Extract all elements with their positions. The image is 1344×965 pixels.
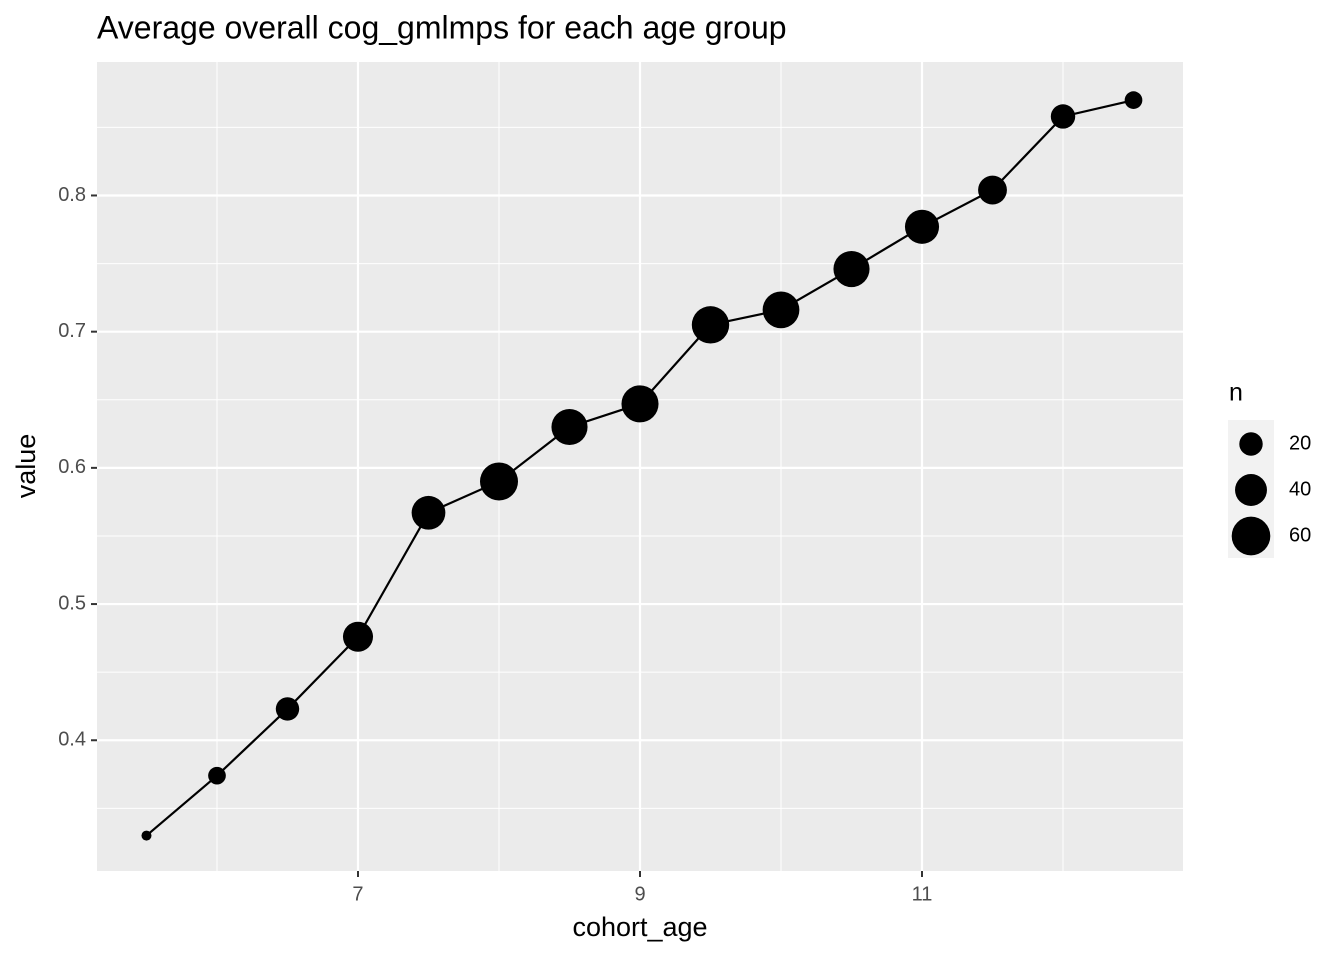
point [621, 385, 659, 423]
point [978, 175, 1007, 205]
y-tick-label: 0.6 [58, 456, 86, 478]
point [691, 306, 730, 344]
legend-label: 20 [1289, 432, 1311, 454]
x-tick-label: 7 [352, 883, 363, 905]
point [141, 830, 152, 841]
point [762, 291, 800, 329]
y-tick-label: 0.7 [58, 320, 86, 342]
x-axis-label: cohort_age [572, 912, 707, 942]
y-axis-label: value [11, 434, 41, 499]
point [342, 621, 374, 652]
chart-title: Average overall cog_gmlmps for each age … [97, 9, 787, 45]
y-tick-label: 0.8 [58, 184, 86, 206]
legend-key [1235, 474, 1267, 506]
point [411, 495, 446, 530]
point [1050, 104, 1076, 129]
point [551, 408, 588, 446]
point [833, 250, 870, 288]
legend-label: 60 [1289, 524, 1311, 546]
y-tick-label: 0.5 [58, 592, 86, 614]
point [479, 462, 519, 501]
legend-key [1231, 516, 1271, 556]
x-tick-label: 9 [634, 883, 645, 905]
x-tick-label: 11 [912, 883, 933, 905]
point [904, 209, 940, 244]
legend-label: 40 [1289, 478, 1311, 500]
legend-key [1239, 432, 1263, 456]
legend-title: n [1229, 379, 1243, 407]
point [1124, 91, 1143, 109]
point [208, 766, 226, 785]
y-tick-label: 0.4 [58, 729, 86, 751]
point [275, 697, 300, 721]
